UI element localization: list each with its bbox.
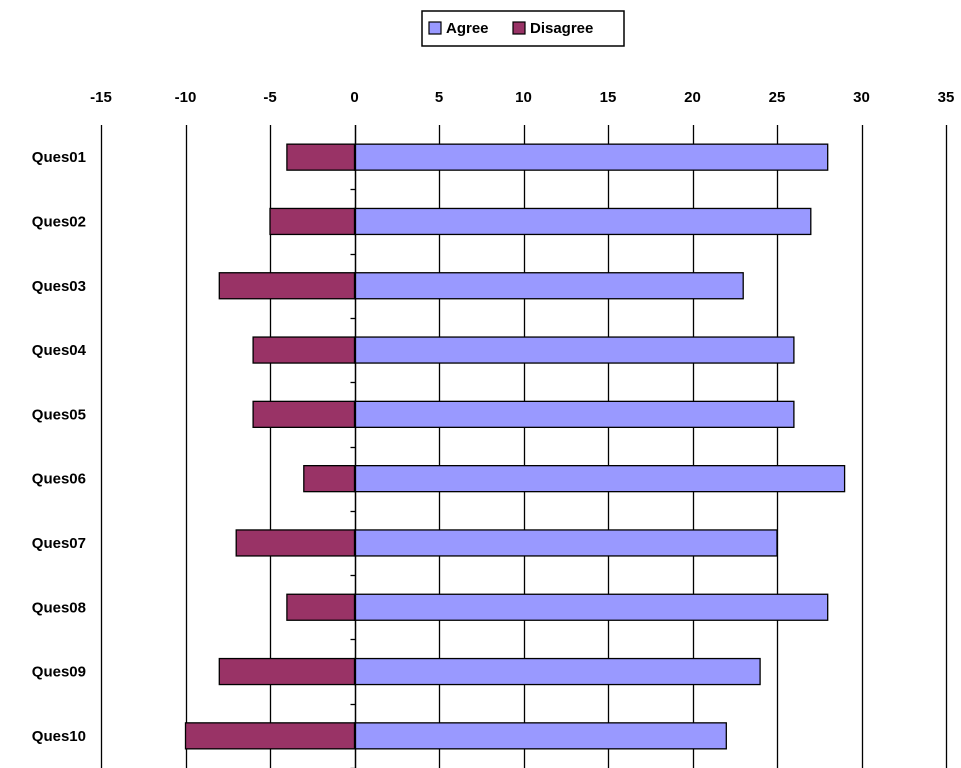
- bar-agree: [353, 722, 727, 750]
- bar-agree: [353, 143, 829, 171]
- bar-agree: [353, 464, 846, 493]
- category-label: Ques08: [32, 599, 86, 616]
- bar-disagree: [303, 464, 356, 493]
- x-tick-label: 5: [435, 89, 443, 106]
- category-label: Ques10: [32, 728, 86, 745]
- bars: [184, 143, 846, 750]
- x-tick-label: 35: [938, 89, 955, 106]
- x-tick-label: 25: [769, 89, 786, 106]
- legend-swatch-disagree: [512, 21, 526, 35]
- category-label: Ques09: [32, 664, 86, 681]
- category-label: Ques04: [32, 342, 87, 359]
- x-tick-label: 15: [600, 89, 617, 106]
- x-tick-label: -15: [90, 89, 112, 106]
- category-labels: Ques01 Ques02 Ques03 Ques04 Ques05 Ques06 Ques…: [32, 149, 87, 745]
- bar-agree: [353, 336, 795, 364]
- axes: [350, 125, 357, 768]
- bar-disagree: [269, 207, 356, 236]
- x-tick-label: 30: [853, 89, 870, 106]
- bar-agree: [353, 657, 761, 686]
- bar-disagree: [218, 657, 356, 686]
- category-label: Ques06: [32, 471, 86, 488]
- bar-disagree: [184, 722, 356, 750]
- legend: Agree Disagree: [421, 10, 625, 47]
- x-tick-label: 20: [684, 89, 701, 106]
- bar-disagree: [286, 143, 356, 171]
- category-label: Ques07: [32, 535, 86, 552]
- bar-agree: [353, 529, 778, 557]
- bar-disagree: [252, 336, 356, 364]
- bar-disagree: [235, 529, 356, 557]
- legend-swatch-agree: [428, 21, 442, 35]
- x-tick-label: 0: [350, 89, 358, 106]
- legend-label-disagree: Disagree: [530, 20, 593, 37]
- bar-agree: [353, 400, 795, 429]
- x-tick-labels: -15 -10 -5 0 5 10 15 20 25 30 35: [90, 89, 954, 106]
- x-tick-label: -10: [175, 89, 197, 106]
- legend-label-agree: Agree: [446, 20, 489, 37]
- category-label: Ques05: [32, 406, 86, 423]
- bar-agree: [353, 207, 812, 236]
- category-label: Ques02: [32, 213, 86, 230]
- bar-disagree: [286, 593, 356, 621]
- x-tick-label: 10: [515, 89, 532, 106]
- category-label: Ques03: [32, 278, 86, 295]
- x-tick-label: -5: [263, 89, 276, 106]
- bar-agree: [353, 272, 744, 300]
- bar-disagree: [252, 400, 356, 429]
- bar-agree: [353, 593, 829, 621]
- category-label: Ques01: [32, 149, 86, 166]
- bar-disagree: [218, 272, 356, 300]
